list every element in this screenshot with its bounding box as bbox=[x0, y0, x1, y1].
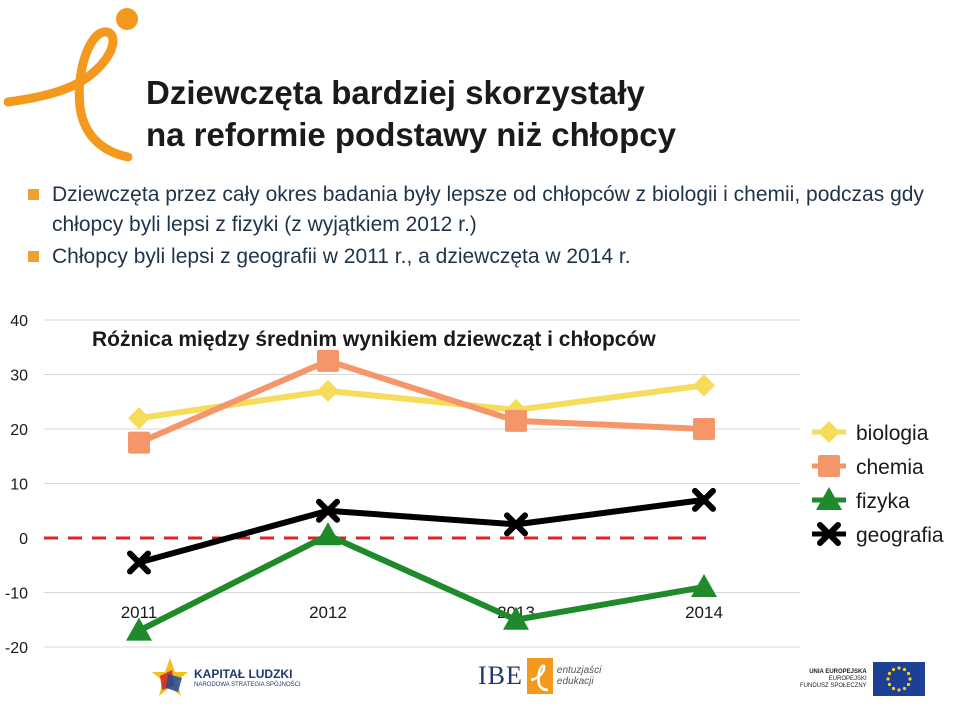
x-axis-ticks: 2011201220132014 bbox=[121, 603, 723, 622]
kapital-ludzki-label: KAPITAŁ LUDZKI bbox=[194, 667, 293, 681]
eu-star bbox=[906, 671, 910, 676]
y-axis-ticks: 40 30 20 10 0 -10 -20 bbox=[5, 313, 28, 655]
series-lines bbox=[126, 349, 717, 641]
eu-star bbox=[886, 677, 890, 681]
eu-star bbox=[902, 686, 906, 691]
eu-star bbox=[887, 671, 891, 676]
series-chemia bbox=[128, 349, 715, 454]
eu-star bbox=[897, 688, 901, 692]
legend: biologia chemia fizyka geografia bbox=[812, 421, 944, 547]
x-tick-label: 2012 bbox=[309, 603, 347, 622]
eu-star bbox=[897, 666, 901, 670]
y-tick-label: 0 bbox=[19, 531, 28, 548]
square-bullet-icon bbox=[28, 251, 39, 262]
y-tick-label: 10 bbox=[10, 477, 28, 494]
legend-item: biologia bbox=[812, 421, 929, 445]
legend-label: chemia bbox=[856, 456, 924, 479]
y-tick-label: -10 bbox=[5, 586, 28, 603]
series-biologia bbox=[128, 374, 715, 430]
square-marker bbox=[818, 455, 840, 477]
ibe-label: IBE bbox=[478, 661, 523, 690]
series-line bbox=[137, 532, 705, 634]
kapital-ludzki-sublabel: NARODOWA STRATEGIA SPÓJNOŚCI bbox=[194, 682, 301, 688]
y-tick-label: -20 bbox=[5, 640, 28, 655]
legend-label: biologia bbox=[856, 422, 929, 445]
title-line-2: na reformie podstawy niż chłopcy bbox=[146, 116, 676, 153]
ue-label-3: FUNDUSZ SPOŁECZNY bbox=[800, 682, 867, 689]
square-marker bbox=[505, 409, 527, 432]
legend-label: fizyka bbox=[856, 490, 910, 513]
x-tick-label: 2014 bbox=[685, 603, 723, 622]
gridlines bbox=[44, 319, 800, 648]
series-geografia bbox=[127, 487, 716, 575]
x-tick-label: 2011 bbox=[121, 603, 158, 622]
footer-logos: KAPITAŁ LUDZKI NARODOWA STRATEGIA SPÓJNO… bbox=[0, 652, 960, 706]
triangle-marker bbox=[126, 617, 152, 641]
ibe-footer-logo: IBE entuzjaści edukacji bbox=[478, 658, 601, 694]
triangle-marker bbox=[315, 522, 341, 546]
diamond-marker bbox=[693, 374, 715, 397]
square-bullet-icon bbox=[28, 189, 39, 200]
eu-star bbox=[891, 686, 895, 691]
y-tick-label: 30 bbox=[10, 368, 28, 385]
ibe-logo-icon bbox=[4, 8, 138, 162]
y-tick-label: 40 bbox=[10, 313, 28, 330]
line-chart: 40 30 20 10 0 -10 -20 Różnica między średnim w… bbox=[5, 313, 944, 655]
legend-item: chemia bbox=[812, 455, 924, 479]
series-line bbox=[138, 496, 705, 566]
entuzjasci-label-2: edukacji bbox=[556, 676, 594, 687]
kapital-ludzki-logo: KAPITAŁ LUDZKI NARODOWA STRATEGIA SPÓJNO… bbox=[150, 656, 301, 700]
bullet-item: Dziewczęta przez cały okres badania były… bbox=[28, 180, 960, 240]
entuzjasci-label-1: entuzjaści bbox=[556, 665, 602, 676]
bullet-item: Chłopcy byli lepsi z geografii w 2011 r.… bbox=[28, 242, 960, 272]
series-line bbox=[137, 357, 705, 446]
x-marker bbox=[692, 487, 716, 512]
square-marker bbox=[317, 349, 339, 372]
eu-star bbox=[908, 677, 912, 681]
bullet-list: Dziewczęta przez cały okres badania były… bbox=[28, 180, 960, 274]
x-marker bbox=[127, 550, 151, 575]
square-marker bbox=[693, 418, 715, 440]
y-tick-label: 20 bbox=[10, 422, 28, 439]
series-fizyka bbox=[126, 522, 717, 641]
eu-star bbox=[902, 667, 906, 672]
ue-label-1: UNIA EUROPEJSKA bbox=[809, 668, 867, 675]
eu-star bbox=[891, 667, 895, 672]
diamond-marker bbox=[818, 421, 840, 443]
star-flag-icon bbox=[152, 658, 188, 696]
title-line-1: Dziewczęta bardziej skorzystały bbox=[146, 74, 645, 111]
bullet-text: Dziewczęta przez cały okres badania były… bbox=[52, 183, 924, 236]
square-marker bbox=[128, 431, 150, 454]
chart-title: Różnica między średnim wynikiem dziewczą… bbox=[92, 328, 656, 351]
ue-label-2: EUROPEJSKI bbox=[828, 675, 867, 682]
page-title: Dziewczęta bardziej skorzystały na refor… bbox=[146, 72, 676, 156]
bullet-text: Chłopcy byli lepsi z geografii w 2011 r.… bbox=[52, 245, 631, 268]
x-marker bbox=[316, 498, 340, 523]
eu-flag-icon bbox=[872, 662, 925, 696]
eu-star bbox=[906, 682, 910, 687]
ibe-mark-icon bbox=[526, 658, 553, 694]
legend-item: geografia bbox=[812, 522, 944, 547]
triangle-marker bbox=[691, 574, 717, 598]
eu-star bbox=[887, 682, 891, 687]
triangle-marker bbox=[816, 487, 842, 510]
eu-logo: UNIA EUROPEJSKA EUROPEJSKI FUNDUSZ SPOŁE… bbox=[800, 662, 925, 696]
diamond-marker bbox=[128, 407, 150, 430]
x-marker bbox=[817, 522, 841, 546]
legend-item: fizyka bbox=[812, 487, 910, 513]
legend-label: geografia bbox=[856, 524, 944, 547]
diamond-marker bbox=[317, 379, 339, 402]
x-marker bbox=[504, 512, 528, 537]
triangle-marker bbox=[503, 606, 529, 630]
